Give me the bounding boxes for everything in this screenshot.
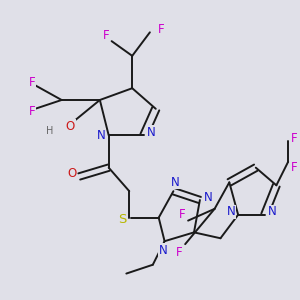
Text: H: H [46, 126, 53, 136]
Text: O: O [66, 120, 75, 133]
Text: N: N [97, 129, 106, 142]
Text: F: F [176, 247, 183, 260]
Text: S: S [118, 213, 126, 226]
Text: F: F [29, 76, 35, 89]
Text: N: N [159, 244, 167, 256]
Text: N: N [204, 190, 213, 204]
Text: F: F [102, 29, 109, 42]
Text: N: N [226, 205, 235, 218]
Text: N: N [268, 205, 276, 218]
Text: N: N [147, 126, 156, 139]
Text: F: F [291, 161, 297, 174]
Text: F: F [179, 208, 185, 221]
Text: F: F [29, 105, 35, 118]
Text: F: F [291, 132, 297, 145]
Text: O: O [67, 167, 76, 180]
Text: F: F [158, 23, 165, 36]
Text: N: N [170, 176, 179, 189]
